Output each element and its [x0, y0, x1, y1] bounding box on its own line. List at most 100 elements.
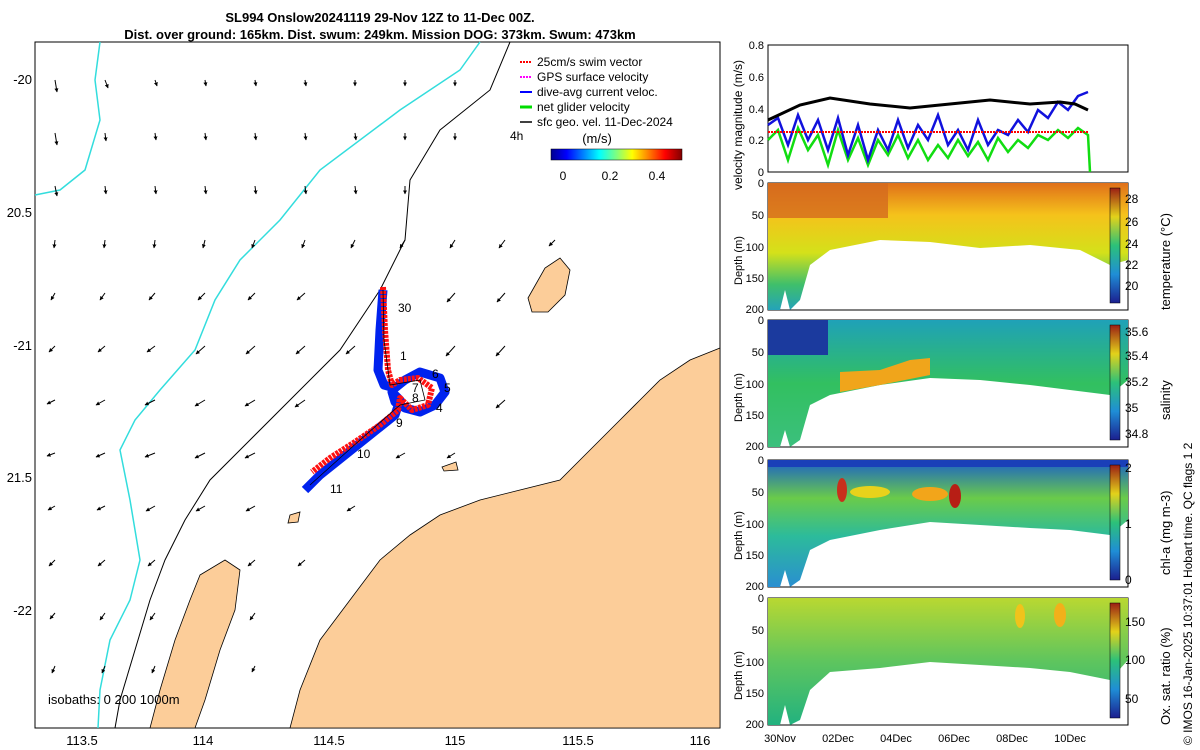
isobaths-label: isobaths: 0 200 1000m [48, 692, 180, 707]
svg-text:0: 0 [758, 455, 764, 467]
island-north [527, 257, 571, 313]
salinity-panel: 0 50 100 150 200 Depth (m) 35.6 35.4 35.… [733, 315, 1173, 453]
day-label: 7 [412, 381, 419, 395]
svg-text:0: 0 [758, 593, 764, 605]
svg-text:Depth (m): Depth (m) [733, 511, 745, 560]
speed-colorbar [550, 148, 683, 161]
svg-text:113.5: 113.5 [66, 733, 98, 748]
svg-text:25cm/s swim vector: 25cm/s swim vector [537, 55, 642, 69]
svg-text:100: 100 [746, 242, 764, 254]
svg-text:200: 200 [746, 581, 764, 593]
net-glider-track [309, 289, 426, 486]
profile-panels: 0.8 0.6 0.4 0.2 0 velocity magnitude (m/… [731, 40, 1195, 745]
svg-text:22: 22 [1125, 258, 1139, 272]
svg-text:-21: -21 [13, 338, 32, 353]
svg-text:02Dec: 02Dec [822, 733, 854, 745]
day-label: 4 [436, 401, 443, 415]
svg-text:200: 200 [746, 441, 764, 453]
svg-text:50: 50 [752, 487, 764, 499]
svg-text:35.6: 35.6 [1125, 325, 1149, 339]
isobath-1000m [97, 41, 481, 729]
svg-text:0: 0 [758, 315, 764, 327]
map-legend: 25cm/s swim vector GPS surface velocity … [520, 55, 673, 129]
svg-text:116: 116 [690, 733, 711, 748]
svg-text:net glider velocity: net glider velocity [537, 100, 630, 114]
svg-text:50: 50 [1125, 692, 1139, 706]
surface-velocity-field [46, 79, 556, 674]
lat-ticks: -20 20.5 -21 21.5 -22 [7, 72, 32, 618]
svg-text:150: 150 [746, 410, 764, 422]
svg-text:08Dec: 08Dec [996, 733, 1028, 745]
svg-text:114.5: 114.5 [313, 733, 345, 748]
svg-text:06Dec: 06Dec [938, 733, 970, 745]
svg-text:GPS surface velocity: GPS surface velocity [537, 70, 648, 84]
svg-text:28: 28 [1125, 192, 1139, 206]
svg-text:dive-avg current veloc.: dive-avg current veloc. [537, 85, 658, 99]
svg-text:0.2: 0.2 [602, 169, 619, 183]
mainland [289, 347, 721, 729]
svg-text:35: 35 [1125, 401, 1139, 415]
svg-text:-20: -20 [13, 72, 32, 87]
temperature-panel: 0 50 100 150 200 Depth (m) 28 26 24 22 2… [733, 178, 1173, 316]
velocity-panel: 0.8 0.6 0.4 0.2 0 velocity magnitude (m/… [731, 40, 1129, 190]
svg-text:115.5: 115.5 [562, 733, 594, 748]
day-label: 9 [396, 416, 403, 430]
islet [441, 461, 459, 472]
time-axis-ticks: 30Nov 02Dec 04Dec 06Dec 08Dec 10Dec [764, 733, 1086, 745]
svg-text:0.6: 0.6 [749, 72, 764, 84]
svg-text:-22: -22 [13, 603, 32, 618]
svg-text:150: 150 [746, 688, 764, 700]
svg-text:0.4: 0.4 [749, 104, 764, 116]
oxygen-panel: 0 50 100 150 200 Depth (m) 150 100 50 Ox… [733, 593, 1173, 731]
svg-text:115: 115 [445, 733, 466, 748]
svg-text:100: 100 [746, 657, 764, 669]
svg-text:0: 0 [758, 178, 764, 190]
svg-text:150: 150 [746, 273, 764, 285]
svg-text:21.5: 21.5 [7, 470, 32, 485]
svg-text:35.4: 35.4 [1125, 349, 1149, 363]
svg-text:100: 100 [1125, 653, 1145, 667]
day-label: 11 [330, 482, 343, 496]
map-title-line2: Dist. over ground: 165km. Dist. swum: 24… [124, 27, 636, 42]
chla-panel: 0 50 100 150 200 Depth (m) 2 1 0 chl-a (… [733, 455, 1173, 593]
svg-text:2: 2 [1125, 461, 1132, 475]
island-west [149, 559, 241, 729]
imos-footer: © IMOS 16-Jan-2025 10:37:01 Hobart time.… [1181, 442, 1195, 745]
svg-text:20: 20 [1125, 279, 1139, 293]
surface-geo-velocity-line [767, 96, 1089, 122]
svg-text:150: 150 [746, 550, 764, 562]
svg-text:50: 50 [752, 347, 764, 359]
svg-text:0.2: 0.2 [749, 135, 764, 147]
svg-text:34.8: 34.8 [1125, 427, 1149, 441]
svg-text:04Dec: 04Dec [880, 733, 912, 745]
day-label: 5 [444, 381, 451, 395]
speed-label: (m/s) [582, 131, 612, 146]
svg-text:20.5: 20.5 [7, 205, 32, 220]
svg-text:0: 0 [560, 169, 567, 183]
svg-text:temperature (°C): temperature (°C) [1158, 213, 1173, 310]
day-label: 6 [432, 367, 439, 381]
svg-text:chl-a (mg m-3): chl-a (mg m-3) [1158, 490, 1173, 575]
day-label: 10 [357, 447, 371, 461]
svg-text:Depth (m): Depth (m) [733, 236, 745, 285]
map-title-line1: SL994 Onslow20241119 29-Nov 12Z to 11-De… [225, 10, 535, 25]
svg-text:50: 50 [752, 210, 764, 222]
dive-avg-current-line [767, 90, 1089, 165]
lon-ticks: 113.5 114 114.5 115 115.5 116 [66, 733, 710, 748]
svg-text:Ox. sat. ratio (%): Ox. sat. ratio (%) [1158, 627, 1173, 725]
svg-text:0.4: 0.4 [649, 169, 666, 183]
islet [287, 511, 301, 524]
svg-text:100: 100 [746, 519, 764, 531]
swim-vector-track [310, 286, 435, 475]
svg-text:sfc geo. vel. 11-Dec-2024: sfc geo. vel. 11-Dec-2024 [537, 115, 673, 129]
glider-track-map: 30 1 6 5 4 7 8 9 10 11 113.5 114 114.5 1… [7, 41, 721, 748]
svg-text:30Nov: 30Nov [764, 733, 796, 745]
svg-text:35.2: 35.2 [1125, 375, 1149, 389]
svg-text:Depth (m): Depth (m) [733, 373, 745, 422]
svg-text:200: 200 [746, 719, 764, 731]
svg-text:Depth (m): Depth (m) [733, 651, 745, 700]
svg-text:0.8: 0.8 [749, 40, 764, 52]
track-day-labels: 30 1 6 5 4 7 8 9 10 11 [330, 301, 451, 496]
svg-text:0: 0 [758, 167, 764, 179]
svg-text:200: 200 [746, 304, 764, 316]
